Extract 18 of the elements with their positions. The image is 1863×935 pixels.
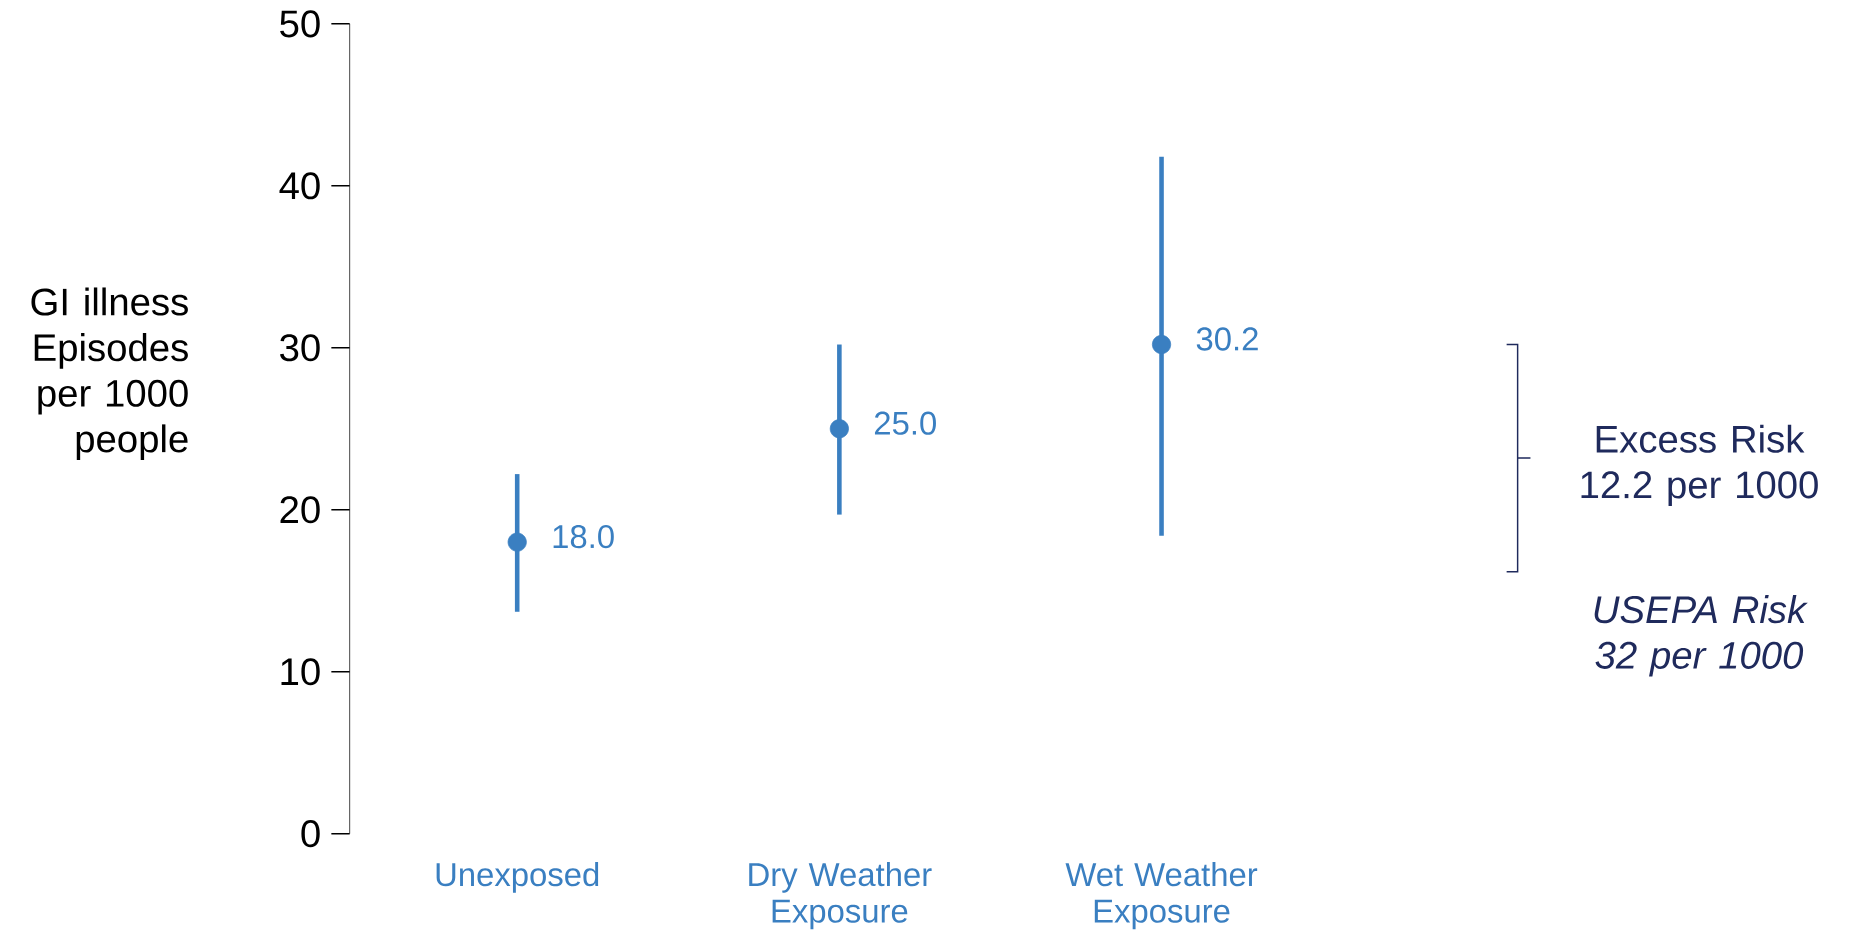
y-tick-label: 40 (279, 172, 320, 200)
text: USEPA Risk 32 per 1000 (1594, 594, 1808, 677)
y-tick-label: 50 (280, 10, 320, 38)
point (507, 532, 527, 552)
point (1152, 334, 1172, 354)
y-tick-label: 20 (280, 496, 320, 524)
x-tick-label: Wet Weather Exposure (1065, 861, 1258, 930)
data-label: 25.0 (874, 411, 936, 435)
y-tick-label: 10 (281, 657, 320, 686)
data-label: 18.0 (553, 524, 614, 549)
text: Excess Risk 12.2 per 1000 (1581, 424, 1818, 506)
y-tick-label: 0 (301, 819, 320, 848)
x-tick-label: Dry Weather Exposure (749, 861, 932, 930)
y-axis-title: GI illness Episodes per 1000 people (31, 287, 188, 460)
x-tick-label: Unexposed (436, 861, 599, 893)
point (829, 419, 849, 439)
data-label: 30.2 (1196, 327, 1258, 351)
y-tick-label: 30 (280, 334, 320, 362)
